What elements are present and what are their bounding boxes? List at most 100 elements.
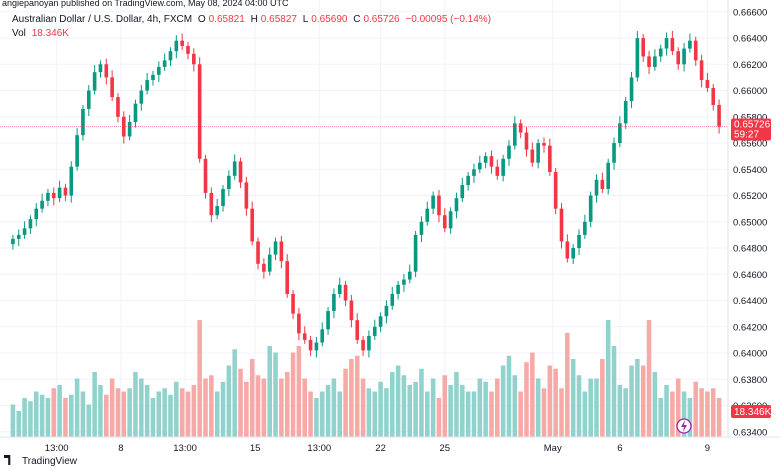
volume-bar [92, 372, 97, 437]
candle-body [437, 195, 441, 216]
plot-area [0, 0, 728, 437]
candle-body [162, 60, 167, 67]
volume-bar [28, 401, 33, 437]
x-tick-label: 22 [375, 443, 386, 454]
candle-body [285, 261, 290, 294]
candle-body [559, 208, 564, 242]
candle-body [81, 108, 85, 136]
volume-bar [635, 359, 640, 437]
volume-bar [337, 391, 343, 437]
volume-bar [22, 398, 27, 437]
candle-body [157, 66, 161, 75]
volume-bar [652, 372, 658, 437]
volume-bar [144, 385, 150, 437]
y-tick-label: 0.63400 [733, 427, 767, 438]
y-tick-label: 0.66400 [733, 34, 767, 45]
volume-bar [273, 352, 278, 437]
y-tick-label: 0.64000 [733, 349, 767, 360]
volume-bar [378, 381, 383, 437]
volume-bar [442, 375, 448, 437]
candle-body [670, 38, 675, 52]
volume-bar [658, 398, 663, 437]
volume-bar [675, 378, 681, 437]
publisher-note: angiepanoyan published on TradingView.co… [2, 0, 289, 8]
candle-body [653, 56, 657, 67]
volume-bar [238, 368, 243, 437]
candle-body [641, 38, 646, 57]
volume-bar [331, 378, 337, 437]
candle-body [139, 90, 144, 104]
candle-body [623, 101, 628, 124]
candle-body [612, 143, 616, 163]
candle-body [250, 208, 255, 242]
volume-value: 18.346K [734, 407, 772, 418]
y-tick-label: 0.65600 [733, 139, 767, 150]
candle-body [402, 279, 406, 285]
candle-body [256, 241, 260, 264]
candle-body [180, 40, 184, 46]
candle-body [378, 316, 383, 327]
volume-bar [483, 381, 488, 437]
volume-bar [670, 391, 675, 437]
candle-body [308, 339, 313, 351]
volume-bar [139, 378, 144, 437]
lightning-icon[interactable] [676, 418, 692, 434]
candle-body [337, 284, 342, 294]
low-value: 0.65690 [311, 14, 348, 25]
volume-bar [319, 391, 325, 437]
candle-body [232, 161, 237, 176]
candle-body [600, 179, 605, 189]
volume-bar [512, 375, 518, 437]
volume-bar [500, 365, 506, 437]
close-value: 0.65726 [363, 14, 400, 25]
candle-body [69, 166, 74, 196]
volume-bar [162, 388, 167, 437]
volume-bar [51, 388, 57, 437]
volume-bar [588, 378, 593, 437]
candle-body [40, 200, 44, 209]
x-tick-label: May [544, 443, 562, 454]
volume-bar [705, 391, 710, 437]
volume-bar [477, 378, 483, 437]
y-tick-label: 0.65200 [733, 191, 767, 202]
volume-bar [279, 378, 284, 437]
volume-bar [664, 385, 669, 437]
candle-body [46, 192, 50, 201]
candle-body [215, 206, 219, 216]
volume-bar [594, 378, 599, 437]
volume-bar [489, 391, 494, 437]
candle-body [477, 162, 482, 170]
candle-body [688, 40, 692, 49]
volume-bar [693, 381, 699, 437]
price-axis[interactable]: 0.668000.666000.664000.662000.660000.658… [0, 0, 780, 438]
tradingview-logo[interactable]: TradingView [4, 455, 77, 467]
volume-bar [710, 388, 716, 437]
candle-body [34, 208, 39, 220]
candle-body [121, 116, 126, 137]
candle-body [553, 171, 558, 209]
candle-body [349, 300, 354, 321]
time-axis[interactable]: 13:00 8 13:00 15 13:00 22 25 May 6 9 [45, 443, 710, 454]
candle-body [367, 335, 371, 351]
candle-body [658, 48, 663, 57]
volume-bar [495, 378, 500, 437]
candle-body [16, 234, 21, 239]
volume-legend-value: 18.346K [31, 28, 69, 39]
candle-body [244, 182, 249, 209]
volume-bar [582, 391, 588, 437]
volume-bar [10, 404, 16, 437]
last-price-label: 0.65726 59:27 [731, 118, 771, 141]
y-tick-label: 0.63800 [733, 375, 767, 386]
volume-bar [471, 391, 477, 437]
volume-bar [98, 385, 103, 437]
volume-bar [716, 398, 722, 437]
candle-body [104, 64, 109, 78]
y-tick-label: 0.66600 [733, 7, 767, 18]
x-tick-label: 13:00 [307, 443, 331, 454]
candle-body [676, 51, 681, 65]
volume-bar [150, 398, 156, 437]
volume-bar [687, 398, 693, 437]
volume-bars [10, 320, 722, 437]
volume-bar [267, 346, 272, 437]
